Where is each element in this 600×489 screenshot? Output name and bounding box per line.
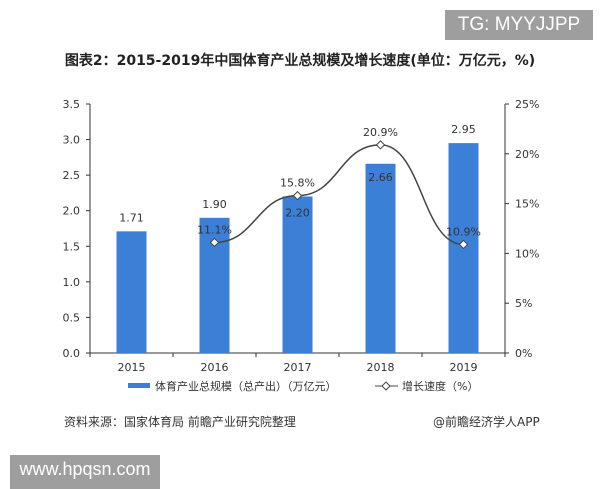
legend-bar-label: 体育产业总规模（总产出）（万亿元）	[155, 379, 337, 393]
growth-point-2019	[458, 239, 469, 250]
left-tick-label: 0.0	[63, 347, 81, 360]
bar-label-2017: 2.20	[285, 206, 310, 219]
left-tick-label: 0.5	[63, 311, 81, 324]
growth-line	[214, 144, 464, 246]
right-tick-label: 20%	[515, 148, 539, 161]
bar-label-2016: 1.90	[202, 198, 227, 211]
growth-point-2017	[292, 190, 303, 201]
legend-line-marker	[381, 381, 391, 391]
legend-line-label: 增长速度（%）	[402, 379, 478, 393]
chart-title: 图表2：2015-2019年中国体育产业总规模及增长速度(单位：万亿元，%)	[64, 53, 536, 69]
left-tick-label: 2.5	[63, 169, 81, 182]
watermark-site: www.hpqsn.com	[10, 455, 160, 489]
growth-point-2018	[375, 140, 386, 150]
credit: @前瞻经济学人APP	[433, 415, 540, 429]
right-tick-label: 10%	[515, 247, 539, 260]
right-tick-label: 25%	[515, 98, 539, 111]
left-tick-label: 3.0	[63, 134, 81, 147]
right-tick-label: 15%	[515, 198, 539, 211]
bar-label-2018: 2.66	[368, 171, 393, 184]
growth-label-2016: 11.1%	[197, 223, 232, 236]
left-tick-label: 3.5	[63, 98, 81, 111]
x-tick-label: 2015	[118, 361, 146, 374]
bar-2017	[282, 196, 313, 353]
left-tick-label: 1.0	[63, 276, 81, 289]
left-tick-label: 1.5	[63, 240, 81, 253]
x-tick-label: 2016	[201, 361, 229, 374]
bar-label-2015: 1.71	[119, 211, 144, 224]
growth-label-2018: 20.9%	[363, 126, 398, 139]
left-tick-label: 2.0	[63, 205, 81, 218]
watermark-tg: TG: MYYJJPP	[445, 10, 593, 40]
right-tick-label: 5%	[515, 297, 532, 310]
source-note: 资料来源：国家体育局 前瞻产业研究院整理	[64, 415, 296, 429]
x-tick-label: 2019	[450, 361, 478, 374]
growth-point-2016	[209, 237, 220, 248]
bar-2015	[116, 231, 147, 353]
growth-label-2019: 10.9%	[446, 225, 481, 238]
x-tick-label: 2018	[367, 361, 395, 374]
growth-label-2017: 15.8%	[280, 177, 315, 190]
x-tick-label: 2017	[284, 361, 312, 374]
legend-bar-swatch	[128, 383, 150, 388]
right-tick-label: 0%	[515, 347, 532, 360]
bar-label-2019: 2.95	[451, 123, 476, 136]
bar-2018	[365, 163, 396, 353]
